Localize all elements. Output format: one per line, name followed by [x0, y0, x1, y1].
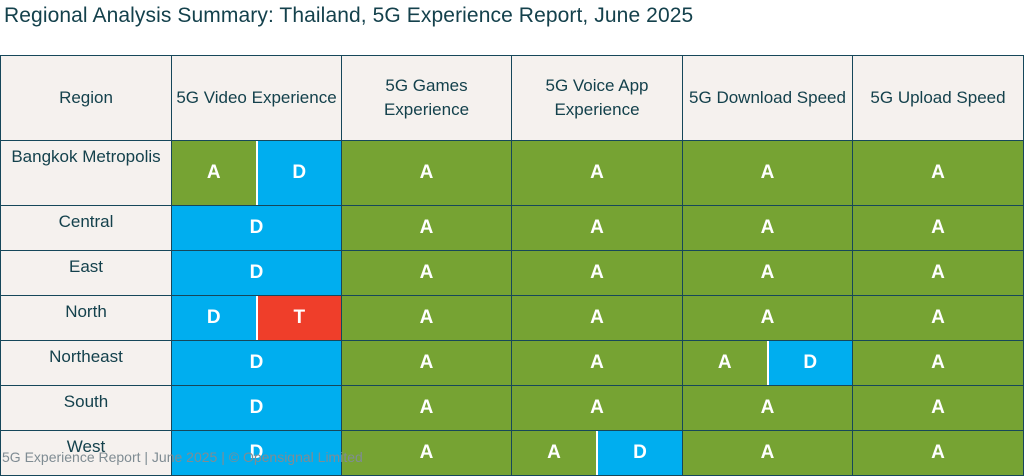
result-cell-games: A	[341, 385, 512, 431]
column-header-games: 5G Games Experience	[341, 55, 512, 141]
result-cell-voice-app: A	[511, 205, 683, 251]
result-cell-upload: A	[852, 205, 1024, 251]
result-cell-download: A	[682, 250, 853, 296]
result-cell-download: A	[682, 385, 853, 431]
result-cell-games: A	[341, 430, 512, 476]
table-row: South D A A A A	[0, 385, 1024, 431]
region-name: North	[0, 295, 172, 341]
grade-badge: A	[512, 141, 682, 205]
grade-badge: A	[683, 296, 852, 340]
table-row: Central D A A A A	[0, 205, 1024, 251]
column-header-video: 5G Video Experience	[171, 55, 342, 141]
grade-badge: A	[512, 386, 682, 430]
grade-badge: A	[342, 251, 511, 295]
region-name: South	[0, 385, 172, 431]
result-cell-video: D	[171, 340, 342, 386]
result-cell-games: A	[341, 295, 512, 341]
grade-badge: A	[683, 341, 767, 385]
grade-badge: D	[172, 386, 341, 430]
grade-badge: A	[512, 431, 596, 475]
grade-badge: A	[342, 341, 511, 385]
grade-badge: A	[683, 141, 852, 205]
result-cell-voice-app: A	[511, 295, 683, 341]
grade-badge: A	[342, 141, 511, 205]
result-cell-upload: A	[852, 340, 1024, 386]
grade-badge: A	[683, 431, 852, 475]
grade-badge: D	[172, 431, 341, 475]
result-cell-download: A	[682, 205, 853, 251]
grade-badge: D	[172, 296, 256, 340]
grade-badge: A	[342, 431, 511, 475]
column-header-voice-app: 5G Voice App Experience	[511, 55, 683, 141]
region-name: Central	[0, 205, 172, 251]
grade-badge: D	[766, 341, 852, 385]
grade-badge: D	[172, 341, 341, 385]
regional-summary-table: Region 5G Video Experience 5G Games Expe…	[0, 55, 1024, 476]
result-cell-video: D	[171, 205, 342, 251]
result-cell-voice-app: A	[511, 250, 683, 296]
footer-credit: 5G Experience Report | June 2025 | © Ope…	[2, 449, 363, 465]
column-header-download: 5G Download Speed	[682, 55, 853, 141]
grade-badge: A	[342, 296, 511, 340]
result-cell-download: A	[682, 430, 853, 476]
result-cell-games: A	[341, 340, 512, 386]
result-cell-video: D	[171, 385, 342, 431]
grade-badge: A	[853, 296, 1023, 340]
grade-badge: A	[853, 141, 1023, 205]
grade-badge: A	[683, 386, 852, 430]
result-cell-voice-app: A	[511, 385, 683, 431]
result-cell-upload: A	[852, 250, 1024, 296]
grade-badge: A	[853, 251, 1023, 295]
header-row: Region 5G Video Experience 5G Games Expe…	[0, 55, 1024, 141]
grade-badge: A	[512, 341, 682, 385]
table-row: Bangkok Metropolis A D A A A A	[0, 140, 1024, 206]
grade-badge: A	[683, 251, 852, 295]
column-header-upload: 5G Upload Speed	[852, 55, 1024, 141]
grade-badge: A	[342, 386, 511, 430]
grade-badge: D	[172, 251, 341, 295]
table-row: Northeast D A A A D A	[0, 340, 1024, 386]
result-cell-games: A	[341, 250, 512, 296]
grade-badge: A	[853, 386, 1023, 430]
grade-badge: A	[853, 206, 1023, 250]
result-cell-upload: A	[852, 385, 1024, 431]
result-cell-upload: A	[852, 295, 1024, 341]
result-cell-video: D	[171, 250, 342, 296]
result-cell-games: A	[341, 205, 512, 251]
grade-badge: A	[853, 341, 1023, 385]
result-cell-download: A	[682, 295, 853, 341]
region-name: Northeast	[0, 340, 172, 386]
result-cell-upload: A	[852, 140, 1024, 206]
column-header-region: Region	[0, 55, 172, 141]
result-cell-games: A	[341, 140, 512, 206]
region-name: East	[0, 250, 172, 296]
grade-badge: A	[853, 431, 1023, 475]
report-title: Regional Analysis Summary: Thailand, 5G …	[4, 4, 694, 27]
grade-badge: D	[255, 141, 341, 205]
grade-badge: A	[342, 206, 511, 250]
grade-badge: A	[512, 251, 682, 295]
table-row: East D A A A A	[0, 250, 1024, 296]
region-name: Bangkok Metropolis	[0, 140, 172, 206]
grade-badge: T	[255, 296, 341, 340]
grade-badge: A	[512, 206, 682, 250]
table-row: North D T A A A A	[0, 295, 1024, 341]
grade-badge: D	[172, 206, 341, 250]
result-cell-upload: A	[852, 430, 1024, 476]
result-cell-voice-app: A	[511, 140, 683, 206]
table-row: West D A A D A A	[0, 430, 1024, 476]
result-cell-download: A	[682, 140, 853, 206]
result-cell-voice-app: A	[511, 340, 683, 386]
grade-badge: A	[683, 206, 852, 250]
grade-badge: D	[596, 431, 682, 475]
grade-badge: A	[512, 296, 682, 340]
grade-badge: A	[172, 141, 256, 205]
region-name: West	[0, 430, 172, 476]
result-cell-video: D	[171, 430, 342, 476]
